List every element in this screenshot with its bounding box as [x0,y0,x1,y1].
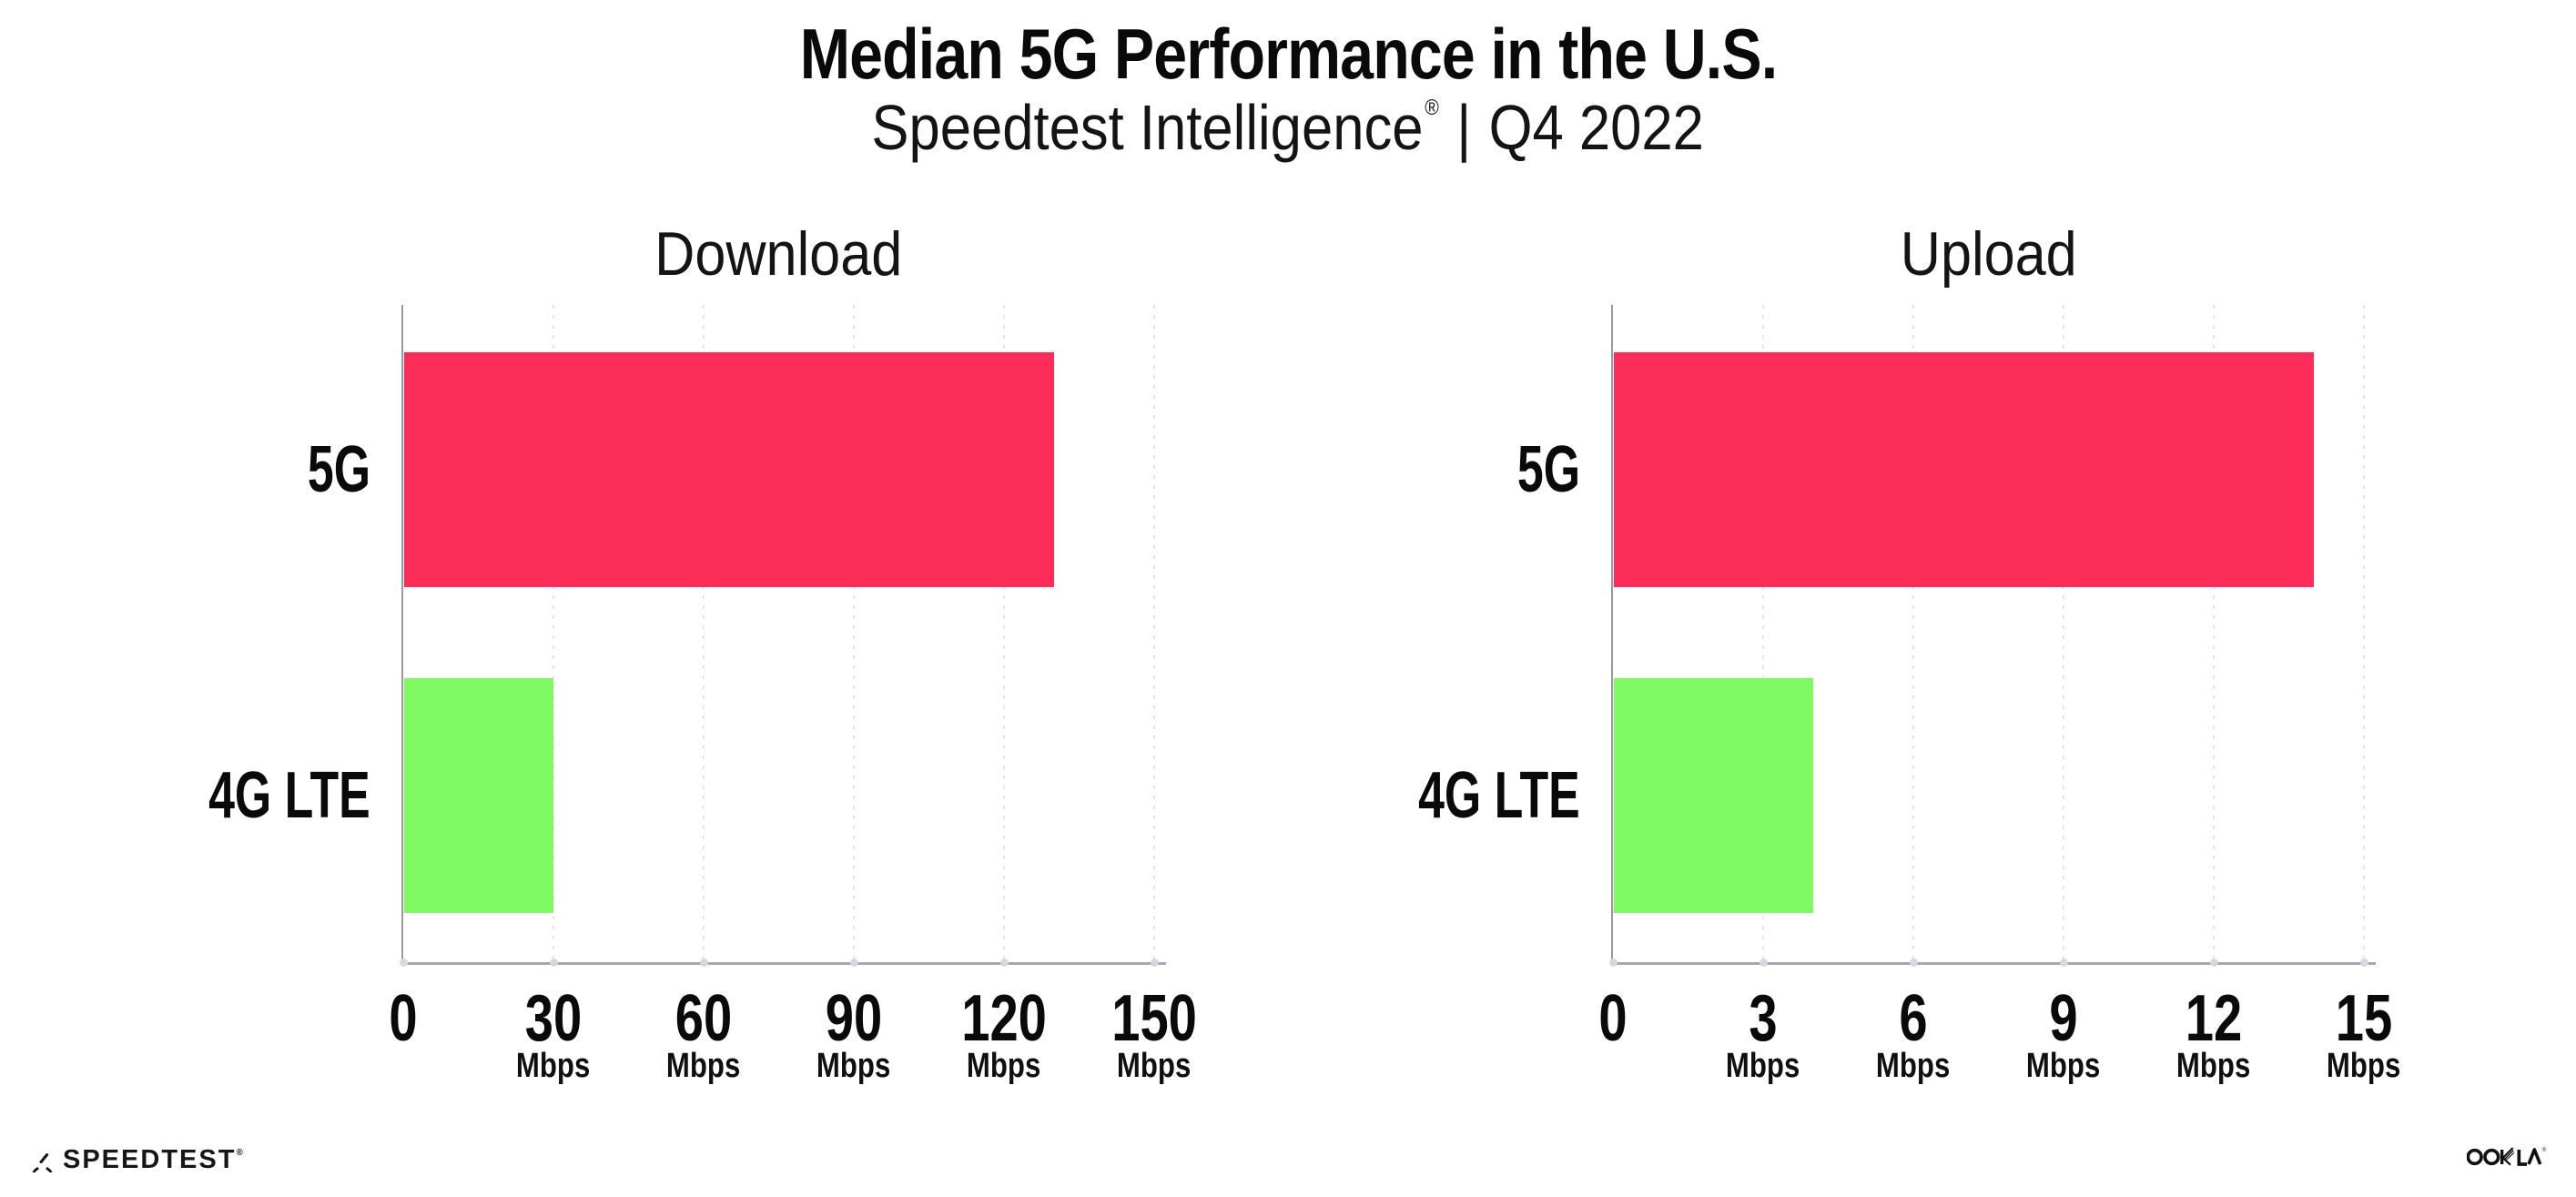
tick-dot-download-150 [1150,959,1159,967]
tick-dot-upload-3 [1759,959,1768,967]
tick-dot-upload-15 [2359,959,2368,967]
tick-unit-download-120: Mbps [967,1047,1041,1085]
x-axis-upload [1611,962,2376,965]
speedtest-wordmark: SPEEDTEST® [63,1144,243,1174]
chart-title-download: Download [654,219,903,289]
category-label-5g-upload: 5G [1516,433,1580,506]
tick-unit-download-30: Mbps [516,1047,591,1085]
x-axis-download [401,962,1166,965]
bar-4g-lte-upload [1614,678,1813,913]
speedtest-gauge-icon [32,1152,53,1172]
tick-label-upload-3: 3 [1749,982,1778,1055]
tick-label-upload-12: 12 [2185,982,2243,1055]
gridline-download-150 [1153,305,1155,963]
tick-label-download-30: 30 [524,982,583,1055]
gridline-upload-12 [2213,305,2215,963]
gridline-upload-3 [1762,305,1764,963]
bar-4g-lte-download [404,678,553,913]
tick-label-upload-0: 0 [1598,982,1628,1055]
y-axis-upload [1611,305,1613,965]
tick-unit-download-60: Mbps [666,1047,741,1085]
tick-unit-download-90: Mbps [816,1047,891,1085]
tick-label-download-0: 0 [389,982,418,1055]
ookla-logo: ® [2466,1141,2547,1173]
tick-unit-upload-9: Mbps [2026,1047,2101,1085]
bar-5g-download [404,352,1054,587]
gridline-upload-6 [1912,305,1914,963]
subtitle-period: Q4 2022 [1488,92,1705,163]
gridline-download-60 [703,305,705,963]
tick-unit-upload-6: Mbps [1876,1047,1951,1085]
tick-label-upload-9: 9 [2049,982,2078,1055]
gridline-download-90 [853,305,855,963]
gridline-download-120 [1003,305,1005,963]
page-subtitle: Speedtest Intelligence® | Q4 2022 [0,91,2576,164]
tick-dot-download-120 [999,959,1009,967]
tick-dot-upload-6 [1909,959,1918,967]
gridline-download-30 [553,305,554,963]
tick-dot-upload-12 [2209,959,2218,967]
tick-dot-upload-9 [2059,959,2068,967]
registered-mark: ® [1425,96,1440,120]
page-title-text: Median 5G Performance in the U.S. [799,14,1777,94]
tick-unit-upload-3: Mbps [1726,1047,1800,1085]
tick-unit-upload-15: Mbps [2327,1047,2401,1085]
category-label-4g-lte-download: 4G LTE [208,759,370,832]
gridline-upload-9 [2063,305,2064,963]
subtitle-product: Speedtest Intelligence [871,92,1424,163]
gridline-upload-15 [2363,305,2365,963]
tick-label-download-90: 90 [825,982,883,1055]
tick-unit-download-150: Mbps [1117,1047,1192,1085]
ookla-registered-mark: ® [2542,1147,2547,1153]
y-axis-download [401,305,403,965]
tick-label-download-120: 120 [961,982,1047,1055]
tick-dot-download-30 [549,959,558,967]
page-title: Median 5G Performance in the U.S. [0,13,2576,96]
tick-label-upload-6: 6 [1899,982,1928,1055]
subtitle-separator: | [1456,92,1472,163]
tick-dot-download-0 [399,959,408,967]
category-label-5g-download: 5G [307,433,370,506]
speedtest-logo: SPEEDTEST® [30,1141,243,1178]
chart-title-upload: Upload [1900,219,2077,289]
tick-unit-upload-12: Mbps [2176,1047,2251,1085]
tick-dot-upload-0 [1608,959,1618,967]
tick-dot-download-60 [699,959,708,967]
tick-label-upload-15: 15 [2335,982,2393,1055]
speedtest-registered-mark: ® [236,1147,243,1158]
tick-label-download-150: 150 [1111,982,1197,1055]
tick-dot-download-90 [849,959,858,967]
tick-label-download-60: 60 [674,982,733,1055]
bar-5g-upload [1614,352,2314,587]
category-label-4g-lte-upload: 4G LTE [1418,759,1580,832]
ookla-wordmark-icon: ® [2466,1147,2547,1166]
